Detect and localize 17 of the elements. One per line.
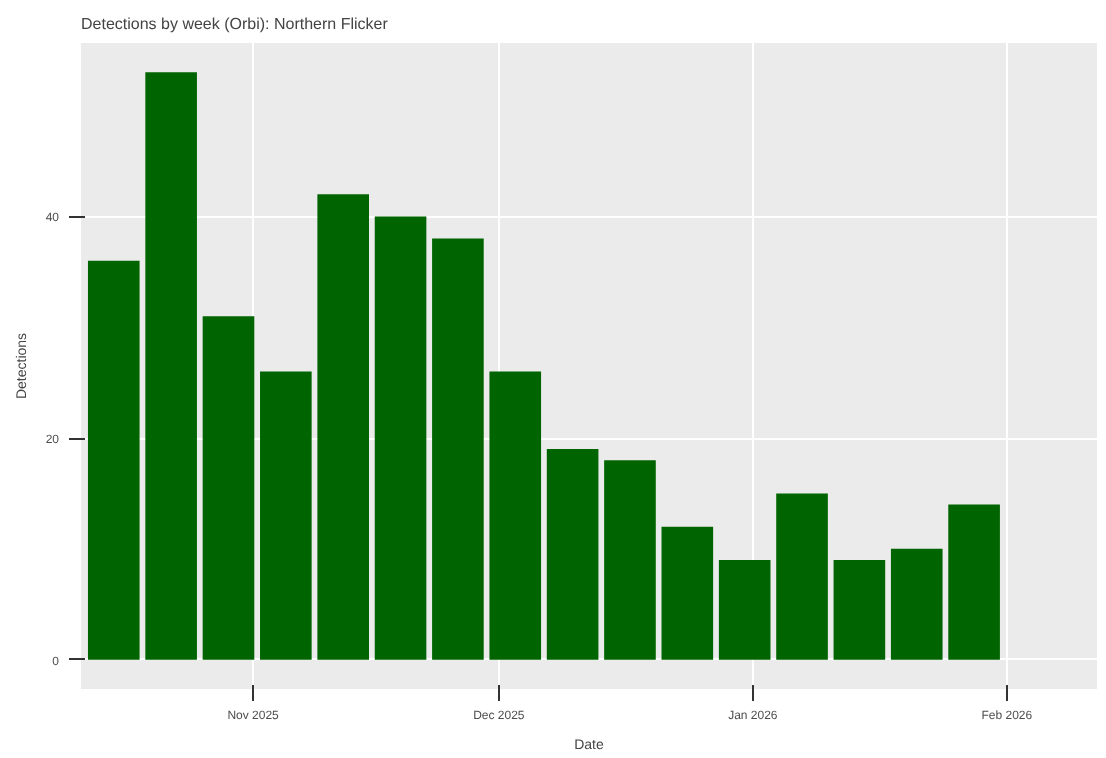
bar bbox=[145, 72, 197, 660]
bar bbox=[432, 238, 484, 660]
chart-title: Detections by week (Orbi): Northern Flicker bbox=[81, 15, 389, 33]
bar bbox=[776, 493, 828, 660]
bar bbox=[202, 316, 255, 660]
bar bbox=[833, 559, 886, 660]
bar bbox=[890, 548, 943, 660]
bar bbox=[374, 216, 427, 660]
bar bbox=[260, 371, 312, 660]
bar bbox=[718, 559, 771, 660]
bar bbox=[661, 526, 714, 660]
bar bbox=[489, 371, 542, 660]
bar bbox=[948, 504, 1000, 660]
bar bbox=[317, 194, 369, 660]
bar bbox=[604, 460, 656, 660]
bar bbox=[546, 449, 599, 660]
bar bbox=[87, 260, 140, 660]
